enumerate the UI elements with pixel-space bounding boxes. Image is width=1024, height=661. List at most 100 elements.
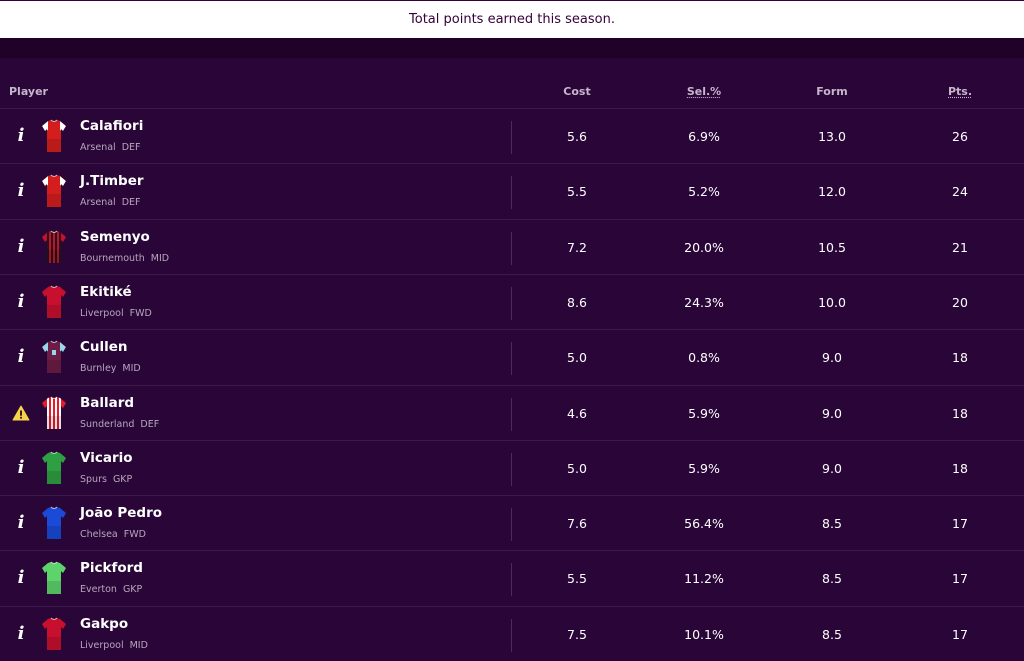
- player-meta: Liverpool FWD: [80, 308, 152, 319]
- table-row[interactable]: i Semenyo Bournemouth MID 7.2 20.0% 10.5 21: [0, 218, 1024, 274]
- selected-cell: 5.2%: [688, 184, 720, 200]
- tooltip-text: Total points earned this season.: [409, 12, 615, 27]
- player-name[interactable]: J.Timber: [80, 173, 144, 190]
- table-header: Player Cost Sel.% Form Pts.: [0, 58, 1024, 108]
- player-team: Burnley: [80, 363, 117, 375]
- table-row[interactable]: Ballard Sunderland DEF 4.6 5.9% 9.0 18: [0, 384, 1024, 440]
- form-cell: 9.0: [822, 405, 842, 421]
- cost-cell: 4.6: [567, 405, 587, 421]
- player-team: Spurs: [80, 473, 107, 485]
- selected-cell: 0.8%: [688, 350, 720, 366]
- form-cell: 8.5: [822, 626, 842, 642]
- player-name[interactable]: Calafiori: [80, 118, 144, 134]
- player-name[interactable]: Gakpo: [80, 615, 129, 632]
- table-row[interactable]: i Vicario Spurs GKP 5.0 5.9% 9.0 18: [0, 439, 1024, 495]
- table-row[interactable]: i Ekitiké Liverpool FWD 8.6 24.3% 10.0 20: [0, 273, 1024, 329]
- points-cell: 18: [952, 350, 968, 366]
- header-band: [0, 38, 1024, 58]
- info-icon[interactable]: i: [17, 456, 25, 478]
- player-meta: Bournemouth MID: [80, 253, 169, 264]
- player-team: Everton: [80, 584, 117, 596]
- info-icon[interactable]: i: [17, 290, 25, 312]
- info-icon[interactable]: i: [17, 346, 25, 368]
- column-header-selected[interactable]: Sel.%: [686, 85, 722, 98]
- selected-cell: 11.2%: [684, 571, 724, 587]
- column-header-player[interactable]: Player: [9, 85, 48, 98]
- player-name[interactable]: João Pedro: [80, 505, 163, 522]
- player-meta: Arsenal DEF: [80, 197, 140, 208]
- shirt-icon: [41, 174, 67, 208]
- info-icon[interactable]: i: [17, 512, 25, 534]
- player-meta: Burnley MID: [80, 363, 141, 374]
- shirt-icon: [41, 561, 67, 595]
- player-team: Chelsea: [80, 529, 118, 541]
- shirt-icon: [41, 285, 67, 319]
- player-name[interactable]: Vicario: [80, 449, 133, 466]
- shirt-icon: [41, 340, 67, 374]
- players-table: Player Cost Sel.% Form Pts. i Calafiori Ar…: [0, 58, 1024, 660]
- info-icon[interactable]: i: [17, 180, 25, 202]
- selected-cell: 20.0%: [684, 239, 724, 255]
- selected-cell: 5.9%: [688, 405, 720, 421]
- player-meta: Chelsea FWD: [80, 529, 146, 540]
- column-header-form[interactable]: Form: [816, 85, 848, 98]
- selected-cell: 10.1%: [684, 626, 724, 642]
- table-row[interactable]: i Calafiori Arsenal DEF 5.6 6.9% 13.0 26: [0, 108, 1024, 163]
- form-cell: 8.5: [822, 516, 842, 532]
- player-position: MID: [122, 363, 141, 375]
- player-team: Arsenal: [80, 197, 116, 209]
- player-position: MID: [150, 252, 170, 264]
- cost-cell: 5.0: [567, 460, 587, 476]
- player-meta: Liverpool MID: [80, 640, 148, 651]
- selected-cell: 6.9%: [688, 129, 720, 144]
- row-divider: [511, 231, 512, 265]
- table-row[interactable]: i J.Timber Arsenal DEF 5.5 5.2% 12.0 24: [0, 163, 1024, 218]
- info-icon[interactable]: i: [17, 567, 25, 589]
- points-cell: 17: [952, 571, 968, 587]
- form-cell: 13.0: [818, 129, 846, 144]
- cost-cell: 5.0: [567, 350, 587, 366]
- player-position: FWD: [129, 307, 152, 319]
- table-row[interactable]: i Gakpo Liverpool MID 7.5 10.1% 8.5 17: [0, 605, 1024, 661]
- form-cell: 9.0: [822, 460, 842, 476]
- cost-cell: 8.6: [567, 294, 587, 310]
- cost-cell: 7.6: [567, 516, 587, 532]
- player-name[interactable]: Semenyo: [80, 228, 150, 245]
- row-divider: [511, 618, 512, 652]
- shirt-icon: [41, 451, 67, 485]
- warning-icon[interactable]: [12, 405, 30, 421]
- player-position: DEF: [140, 418, 160, 430]
- shirt-icon: [41, 506, 67, 540]
- player-position: GKP: [112, 473, 133, 485]
- form-cell: 8.5: [822, 571, 842, 587]
- info-icon[interactable]: i: [17, 235, 25, 257]
- player-name[interactable]: Pickford: [80, 560, 143, 577]
- player-name[interactable]: Cullen: [80, 339, 128, 356]
- player-team: Arsenal: [80, 142, 116, 153]
- row-divider: [511, 286, 512, 320]
- table-row[interactable]: i Cullen Burnley MID 5.0 0.8% 9.0 18: [0, 329, 1024, 384]
- player-team: Liverpool: [80, 307, 124, 319]
- player-team: Liverpool: [80, 639, 124, 651]
- player-name[interactable]: Ekitiké: [80, 283, 132, 300]
- points-cell: 26: [952, 129, 968, 144]
- player-position: GKP: [122, 584, 143, 596]
- player-name[interactable]: Ballard: [80, 394, 135, 411]
- player-meta: Spurs GKP: [80, 474, 132, 485]
- table-row[interactable]: i Pickford Everton GKP 5.5 11.2% 8.5 17: [0, 550, 1024, 605]
- column-header-cost[interactable]: Cost: [563, 85, 591, 98]
- row-divider: [511, 452, 512, 486]
- row-divider: [511, 397, 512, 431]
- points-cell: 17: [952, 516, 968, 532]
- info-icon[interactable]: i: [17, 125, 25, 146]
- cost-cell: 5.5: [567, 571, 587, 587]
- player-position: MID: [129, 639, 148, 651]
- shirt-icon: [41, 396, 67, 430]
- cost-cell: 5.6: [567, 129, 587, 144]
- player-meta: Arsenal DEF: [80, 142, 140, 153]
- table-row[interactable]: i João Pedro Chelsea FWD 7.6 56.4% 8.5 17: [0, 495, 1024, 550]
- column-header-points[interactable]: Pts.: [947, 85, 973, 98]
- info-icon[interactable]: i: [17, 622, 25, 644]
- cost-cell: 7.5: [567, 626, 587, 642]
- tooltip: Total points earned this season.: [0, 0, 1024, 38]
